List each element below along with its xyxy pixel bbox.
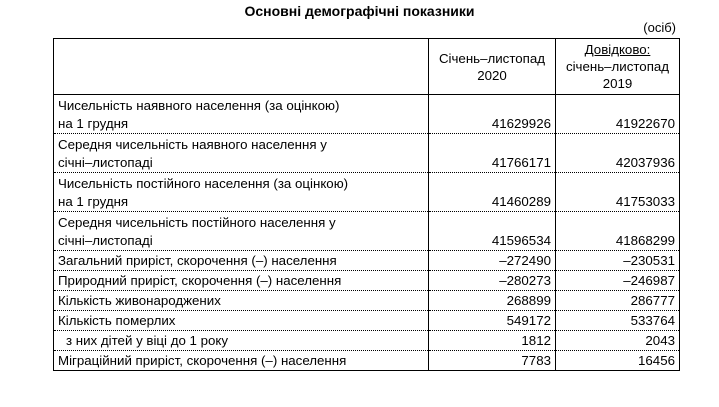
value-2019: 41753033 <box>555 172 680 212</box>
value-2019: 41922670 <box>555 94 680 134</box>
table-row: Кількість живонароджених 268899 286777 <box>53 290 680 311</box>
table-row: з них дітей у віці до 1 року 1812 2043 <box>53 330 680 351</box>
row-label: Середня чисельність постійного населення… <box>53 211 429 251</box>
table-row: Природний приріст, скорочення (–) населе… <box>53 270 680 291</box>
row-label-line: Чисельність наявного населення (за оцінк… <box>58 98 340 113</box>
document-title: Основні демографічні показники <box>244 3 475 19</box>
value-2019: –230531 <box>555 250 680 271</box>
column-header-2019: Довідково: січень–листопад 2019 <box>555 38 680 95</box>
value-2019: –246987 <box>555 270 680 291</box>
value-2019: 42037936 <box>555 133 680 173</box>
value-2020: –280273 <box>428 270 556 291</box>
table-header-row: Січень–листопад 2020 Довідково: січень–л… <box>53 38 680 95</box>
value-2019: 2043 <box>555 330 680 351</box>
value-2020: 549172 <box>428 310 556 331</box>
value-2020: 41766171 <box>428 133 556 173</box>
value-2019: 533764 <box>555 310 680 331</box>
value-2019: 16456 <box>555 350 680 371</box>
table-row: Міграційний приріст, скорочення (–) насе… <box>53 350 680 371</box>
column-header-2020-line2: 2020 <box>477 67 507 83</box>
value-2019: 41868299 <box>555 211 680 251</box>
row-label-line: на 1 грудня <box>58 116 129 131</box>
column-header-2019-line1: Довідково: <box>584 42 651 57</box>
row-label-line: на 1 грудня <box>58 194 129 209</box>
row-label-line: січні–листопаді <box>58 233 153 248</box>
table-row: Середня чисельність наявного населення у… <box>53 133 680 173</box>
value-2020: 268899 <box>428 290 556 311</box>
value-2020: 41596534 <box>428 211 556 251</box>
units-note: (осіб) <box>643 20 676 35</box>
value-2019: 286777 <box>555 290 680 311</box>
row-label: Міграційний приріст, скорочення (–) насе… <box>53 350 429 371</box>
table-row: Середня чисельність постійного населення… <box>53 211 680 251</box>
row-label: Кількість живонароджених <box>53 290 429 311</box>
value-2020: 41460289 <box>428 172 556 212</box>
row-label-line: Середня чисельність постійного населення… <box>58 215 336 230</box>
column-header-2019-line3: 2019 <box>602 76 633 91</box>
row-label-line: Чисельність постійного населення (за оці… <box>58 176 349 191</box>
table-row: Кількість померлих 549172 533764 <box>53 310 680 331</box>
column-header-2019-line2: січень–листопад <box>565 59 670 74</box>
column-header-2020-line1: Січень–листопад <box>438 50 546 66</box>
value-2020: 41629926 <box>428 94 556 134</box>
row-label: Кількість померлих <box>53 310 429 331</box>
demographics-table: Січень–листопад 2020 Довідково: січень–л… <box>53 38 680 371</box>
value-2020: –272490 <box>428 250 556 271</box>
row-label: Чисельність наявного населення (за оцінк… <box>53 94 429 134</box>
row-label: Чисельність постійного населення (за оці… <box>53 172 429 212</box>
row-label-line: Середня чисельність наявного населення у <box>58 137 327 152</box>
row-label: Природний приріст, скорочення (–) населе… <box>53 270 429 291</box>
header-corner-cell <box>53 38 429 95</box>
table-row: Чисельність наявного населення (за оцінк… <box>53 94 680 134</box>
table-row: Загальний приріст, скорочення (–) населе… <box>53 250 680 271</box>
row-label: Загальний приріст, скорочення (–) населе… <box>53 250 429 271</box>
value-2020: 7783 <box>428 350 556 371</box>
row-label-line: січні–листопаді <box>58 155 153 170</box>
table-row: Чисельність постійного населення (за оці… <box>53 172 680 212</box>
value-2020: 1812 <box>428 330 556 351</box>
column-header-2020: Січень–листопад 2020 <box>428 38 556 95</box>
row-label: Середня чисельність наявного населення у… <box>53 133 429 173</box>
row-label: з них дітей у віці до 1 року <box>53 330 429 351</box>
